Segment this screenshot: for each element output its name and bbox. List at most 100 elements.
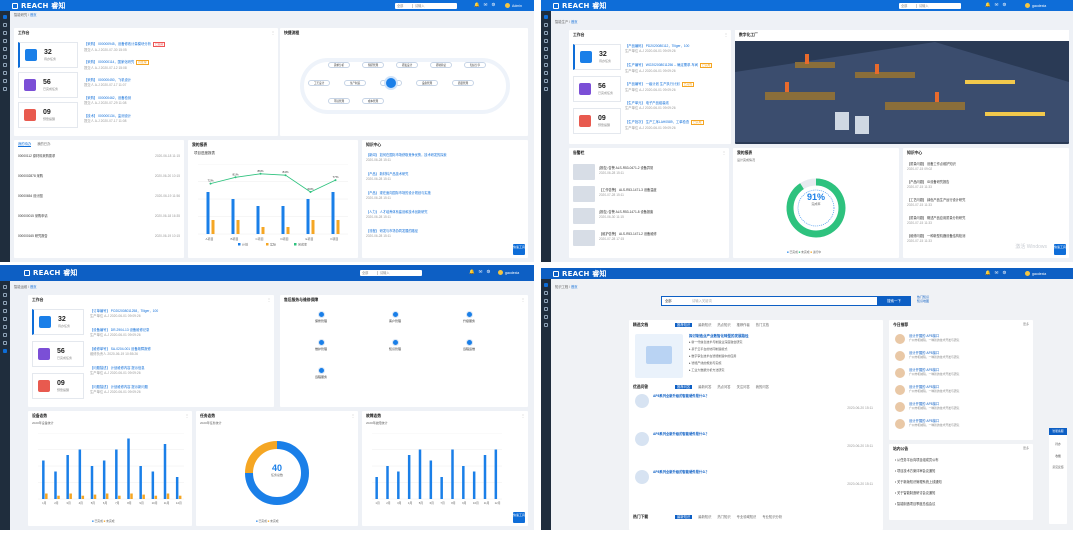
factory-3d-view[interactable] [735, 42, 1069, 142]
stat-todo[interactable]: 32 待办任务 [573, 44, 621, 70]
recommend-title[interactable]: 设计开展的 AP8接口 [909, 368, 940, 372]
alarm-item[interactable]: 【工作告警】 ALS-R53-1471-3 设备温度 2020-07-28 15:… [599, 188, 725, 197]
notice-item[interactable]: • 关于新版知识管理系统上线通知 [895, 480, 942, 484]
home-icon[interactable] [3, 285, 7, 289]
notice-item[interactable]: • 智能制造项目季度总结会议 [895, 502, 936, 506]
mail-icon[interactable]: ✉ [478, 269, 483, 274]
qa-item[interactable]: AP8系列全新升级的智能硬件是什么？ 2020-06-20 15:11 [653, 470, 873, 486]
user-menu[interactable]: gaodexia [498, 270, 519, 275]
folder-icon[interactable] [3, 309, 7, 313]
more-icon[interactable]: ⋮ [521, 413, 525, 418]
breadcrumb-home[interactable]: 智能生产 [555, 20, 569, 24]
more-icon[interactable]: ⋮ [267, 297, 271, 302]
news-item[interactable]: 【新闻】 如何在国际市场获取竞争优势，技术研发的探索 2020-06-28 15:… [366, 153, 524, 162]
flow-node[interactable]: 成本管理 [362, 98, 384, 104]
list-item[interactable]: 2020-06-19 11:56 00000654 设计图 [18, 194, 180, 198]
mail-icon[interactable]: ✉ [994, 270, 999, 275]
breadcrumb-home[interactable]: 智能运维 [14, 285, 28, 289]
task-item[interactable]: 【技术】 000000134，监测设计 提交人 A-J 2020-07-17 11… [84, 114, 131, 123]
stat-alert[interactable]: 09 预警提醒 [573, 108, 621, 134]
breadcrumb-home[interactable]: 智能研究 [14, 12, 28, 17]
task-item[interactable]: 【采购】 000000462，设备检测 提交人 A-J 2020-07-29 11… [84, 96, 131, 105]
settings-icon[interactable] [544, 55, 548, 59]
news-item[interactable]: 【质量问题】 概述产品应用质量分析研究 2020-07-15 11:33 [907, 216, 1065, 225]
scope-select[interactable]: 全部 [665, 299, 672, 303]
tab[interactable]: 最新问答 [698, 385, 712, 389]
doc-icon[interactable] [3, 23, 7, 27]
search-input[interactable]: 全部 请输入 [395, 2, 457, 9]
stat-done[interactable]: 56 已完成任务 [18, 72, 78, 98]
scope-select[interactable]: 全部 [397, 3, 413, 8]
bell-icon[interactable]: 🔔 [985, 2, 991, 7]
user-menu[interactable]: gaodexia [1025, 3, 1046, 8]
recommend-title[interactable]: 设计开展的 AP8接口 [909, 385, 940, 389]
more-icon[interactable]: ⋮ [521, 297, 525, 302]
calendar-icon[interactable] [3, 79, 7, 83]
users-icon[interactable] [544, 47, 548, 51]
more-link[interactable]: 更多 [1022, 446, 1029, 450]
tab[interactable]: 热门文档 [755, 323, 769, 327]
tab[interactable]: 最新知识 [698, 323, 712, 327]
task-item[interactable]: 【采购】 000000114，国家化研究 待处理 提交人 A-J 2020-07-1… [84, 60, 149, 71]
box-icon[interactable] [544, 71, 548, 75]
stat-todo[interactable]: 32 待办任务 [18, 42, 78, 68]
service-button[interactable]: 维护管理 [302, 339, 340, 352]
task-item[interactable]: 【生产编号】 WO202008011256 -- 确定需求-车间 已完成 生产单位 … [625, 63, 727, 74]
chart-icon[interactable] [3, 31, 7, 35]
more-icon[interactable]: ⋮ [185, 413, 189, 418]
breadcrumb-home[interactable]: 知识工程 [555, 285, 569, 289]
task-item[interactable]: 【产品编码】 PD2020080112，Tiliger，100 生产单位 A-J … [625, 44, 727, 53]
chart-icon[interactable] [544, 299, 548, 303]
recommend-title[interactable]: 设计开展的 AP8接口 [909, 334, 940, 338]
notice-item[interactable]: • 从任务平台向项目组成员公布 [895, 458, 939, 462]
notice-item[interactable]: • 关于智能制造研讨会议通知 [895, 491, 936, 495]
list-item[interactable]: 2020-06-19 10:15 000000165 研究报告 [18, 234, 180, 238]
bell-icon[interactable]: 🔔 [985, 270, 991, 275]
tab[interactable]: 最新知识 [698, 515, 712, 519]
calendar-icon[interactable] [544, 79, 548, 83]
home-icon[interactable] [544, 15, 548, 19]
folder-icon[interactable] [3, 39, 7, 43]
tool-icon[interactable] [3, 87, 7, 91]
settings-icon[interactable] [3, 325, 7, 329]
users-icon[interactable] [3, 317, 7, 321]
more-icon[interactable]: ⋮ [351, 413, 355, 418]
mail-icon[interactable]: ✉ [483, 2, 488, 7]
list-item[interactable]: 2020-06-18 11:15 00000112 原材料采购需求 [18, 154, 180, 158]
quick-tool-button[interactable]: 快速工具 [513, 244, 525, 255]
service-button[interactable]: 保修管理 [302, 311, 340, 324]
news-item[interactable]: 【工艺问题】 绿色产品生产运行设计研究 2020-07-15 11:33 [907, 198, 1065, 207]
search-input[interactable]: 全部 请输入 [360, 270, 422, 276]
box-icon[interactable] [3, 71, 7, 75]
more-icon[interactable]: ⋮ [271, 30, 275, 35]
doc-icon[interactable] [544, 23, 548, 27]
folder-icon[interactable] [544, 307, 548, 311]
flow-node[interactable]: 研发设计 [396, 62, 418, 68]
recommend-title[interactable]: 设计开展的 AP8接口 [909, 419, 940, 423]
scope-select[interactable]: 全部 [362, 271, 378, 275]
tab[interactable]: 推荐知识 [675, 323, 693, 327]
flow-node[interactable]: 设备管理 [416, 80, 438, 86]
stat-done[interactable]: 56 已完成任务 [573, 76, 621, 102]
alarm-item[interactable]: 【维护告警】 ALS-R53-1471-2 设备维修 2020-07-28 17:… [599, 232, 725, 241]
scope-select[interactable]: 全部 [901, 3, 917, 8]
service-button[interactable]: 远程服务 [302, 367, 340, 380]
list-icon[interactable] [3, 333, 7, 337]
gear-icon[interactable]: ⚙ [1002, 270, 1007, 275]
folder-icon[interactable] [544, 39, 548, 43]
tab[interactable]: 热门知识 [717, 515, 731, 519]
service-button[interactable]: 知识管理 [376, 339, 414, 352]
gear-icon[interactable]: ⚙ [486, 269, 491, 274]
news-item[interactable]: 【维修问题】 一种新型机器设备结构检测 2020-07-15 11:33 [907, 234, 1065, 243]
bell-icon[interactable]: 🔔 [474, 2, 480, 7]
task-item[interactable]: 【生产批次】 生产工序LAH0589，工单检查 已完成 生产单位 A-J 2020-… [625, 120, 727, 131]
flow-node[interactable]: 研制验证 [430, 62, 452, 68]
user-menu[interactable]: gaodexia [1025, 271, 1046, 276]
task-item[interactable]: 【订单编号】 PO202008011258，Tiliger，100 生产单位 A-… [90, 309, 158, 318]
stat-alert[interactable]: 09 预警提醒 [18, 102, 78, 128]
flow-node[interactable]: 知识分享 [464, 62, 486, 68]
more-icon[interactable]: ⋮ [724, 32, 728, 37]
news-item[interactable]: 【产品问题】 ID设备研究报告 2020-07-15 11:33 [907, 180, 1065, 189]
flow-node[interactable]: 需求分析 [328, 62, 350, 68]
favorite-button[interactable]: 收藏 [1055, 453, 1061, 458]
